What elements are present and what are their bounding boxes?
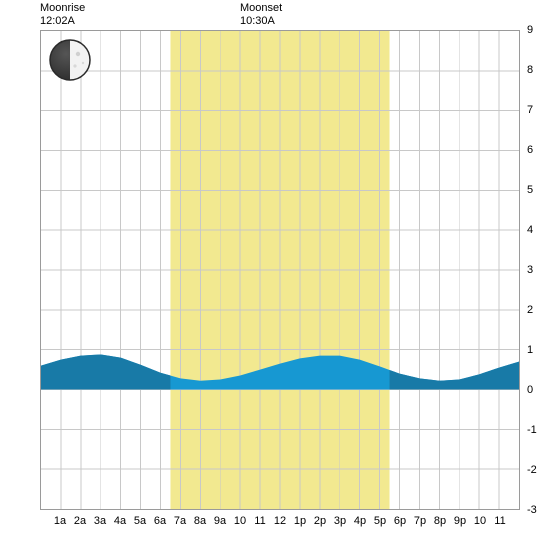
x-tick-label: 6p [394, 515, 406, 527]
tide-chart [40, 30, 520, 510]
x-tick-label: 7p [414, 515, 426, 527]
x-tick-label: 3a [94, 515, 106, 527]
x-tick-label: 2a [74, 515, 86, 527]
y-tick-label: 7 [527, 104, 533, 116]
y-tick-label: 8 [527, 64, 533, 76]
y-tick-label: 0 [527, 384, 533, 396]
y-tick-label: -3 [527, 504, 537, 516]
moon-phase-icon [48, 38, 92, 82]
y-tick-label: 5 [527, 184, 533, 196]
y-tick-label: -2 [527, 464, 537, 476]
x-tick-label: 12 [274, 515, 286, 527]
y-tick-label: 6 [527, 144, 533, 156]
x-tick-label: 3p [334, 515, 346, 527]
x-tick-label: 10 [234, 515, 246, 527]
x-tick-label: 9p [454, 515, 466, 527]
y-tick-label: 4 [527, 224, 533, 236]
moonrise-label: Moonrise 12:02A [40, 2, 85, 28]
moonset-time: 10:30A [240, 15, 282, 28]
x-tick-label: 11 [254, 515, 265, 527]
y-tick-label: 2 [527, 304, 533, 316]
x-tick-label: 4a [114, 515, 126, 527]
x-tick-label: 2p [314, 515, 326, 527]
x-tick-label: 9a [214, 515, 226, 527]
y-tick-label: 9 [527, 24, 533, 36]
x-tick-label: 8a [194, 515, 206, 527]
x-tick-label: 1p [294, 515, 306, 527]
chart-svg [41, 31, 519, 509]
x-tick-label: 5a [134, 515, 146, 527]
y-tick-label: 1 [527, 344, 533, 356]
x-tick-label: 6a [154, 515, 166, 527]
moonset-label: Moonset 10:30A [240, 2, 282, 28]
y-tick-label: -1 [527, 424, 537, 436]
y-tick-label: 3 [527, 264, 533, 276]
x-tick-label: 7a [174, 515, 186, 527]
x-tick-label: 10 [474, 515, 486, 527]
x-tick-label: 1a [54, 515, 66, 527]
x-tick-label: 5p [374, 515, 386, 527]
moonrise-time: 12:02A [40, 15, 85, 28]
moonset-title: Moonset [240, 2, 282, 15]
x-tick-label: 11 [494, 515, 505, 527]
x-tick-label: 4p [354, 515, 366, 527]
moonrise-title: Moonrise [40, 2, 85, 15]
x-tick-label: 8p [434, 515, 446, 527]
